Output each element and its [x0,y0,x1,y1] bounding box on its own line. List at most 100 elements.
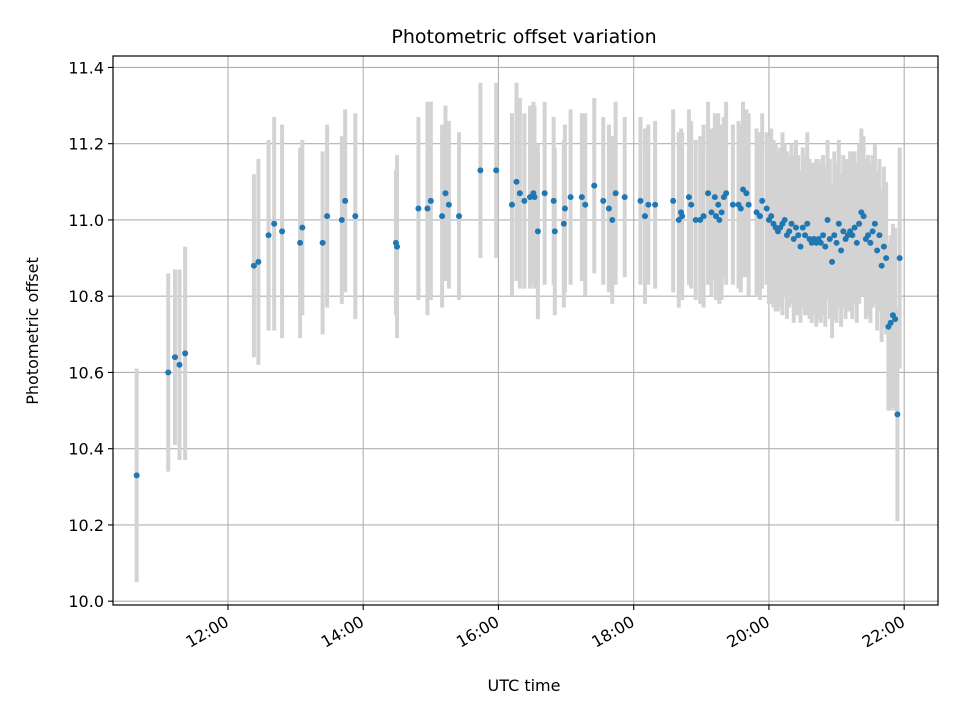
data-point [621,194,628,201]
y-tick-label: 11.2 [68,135,104,154]
data-point [591,182,598,189]
data-point [768,213,775,220]
data-point [415,205,422,212]
data-point [133,472,140,479]
data-point [729,201,736,208]
data-point [718,209,725,216]
data-point [743,190,750,197]
y-tick-label: 10.2 [68,516,104,535]
data-point [865,232,872,239]
data-point [299,224,306,231]
y-tick-label: 10.0 [68,592,104,611]
data-point [165,369,172,376]
y-axis-label: Photometric offset [23,257,42,405]
data-point [878,262,885,269]
data-point [705,190,712,197]
data-point [708,209,715,216]
data-point [605,205,612,212]
data-point [716,216,723,223]
plot-area-frame [112,55,939,606]
data-point [894,411,901,418]
data-point [802,232,809,239]
data-point [797,243,804,250]
data-point [352,213,359,220]
data-point [795,232,802,239]
data-point [887,319,894,326]
data-point [715,201,722,208]
data-point [541,190,548,197]
data-point [685,194,692,201]
data-point [477,167,484,174]
data-point [851,224,858,231]
data-point [849,232,856,239]
data-point [883,255,890,262]
data-point [297,239,304,246]
data-point [442,190,449,197]
data-point [824,216,831,223]
data-point [711,194,718,201]
data-point [427,197,434,204]
data-point [723,190,730,197]
data-point [439,213,446,220]
data-point [561,205,568,212]
data-point [737,205,744,212]
data-point [271,220,278,227]
y-tick-label: 11.0 [68,211,104,230]
data-point [745,201,752,208]
data-point [820,232,827,239]
data-point [871,220,878,227]
data-point [826,236,833,242]
data-point [578,194,585,201]
data-point [531,194,538,201]
data-point [265,232,272,239]
data-point [869,228,876,235]
data-point [867,239,874,246]
data-point [763,205,770,212]
data-point [792,224,799,231]
data-point [394,243,401,250]
data-point [534,228,541,235]
data-point [652,201,659,208]
data-point [609,216,616,223]
data-point [600,197,607,204]
data-point [831,232,838,239]
data-point [493,167,500,174]
data-point [550,197,557,204]
data-point [445,201,452,208]
data-point [860,213,867,220]
data-point [255,258,262,265]
data-point [688,201,695,208]
data-point [856,220,863,227]
data-point [567,194,574,201]
data-point [516,190,523,197]
data-point [786,228,793,235]
data-point [679,213,686,220]
data-point [641,213,648,220]
data-point [645,201,652,208]
y-tick-label: 10.6 [68,363,104,382]
data-point [424,205,431,212]
data-point [171,354,178,361]
data-point [817,239,824,246]
data-point [250,262,257,269]
data-point [560,220,567,227]
chart-title: Photometric offset variation [391,26,656,48]
data-points [133,167,903,479]
data-point [759,197,766,204]
data-point [781,216,788,223]
data-point [838,247,845,254]
data-point [700,213,707,220]
data-point [670,197,677,204]
data-point [840,228,847,235]
data-point [790,236,797,242]
data-point [896,255,903,262]
data-point [342,197,349,204]
data-point [876,232,883,239]
y-tick-label: 10.8 [68,287,104,306]
data-point [324,213,331,220]
data-point [874,247,881,254]
data-point [833,239,840,246]
data-point [788,220,795,227]
data-point [829,258,836,265]
